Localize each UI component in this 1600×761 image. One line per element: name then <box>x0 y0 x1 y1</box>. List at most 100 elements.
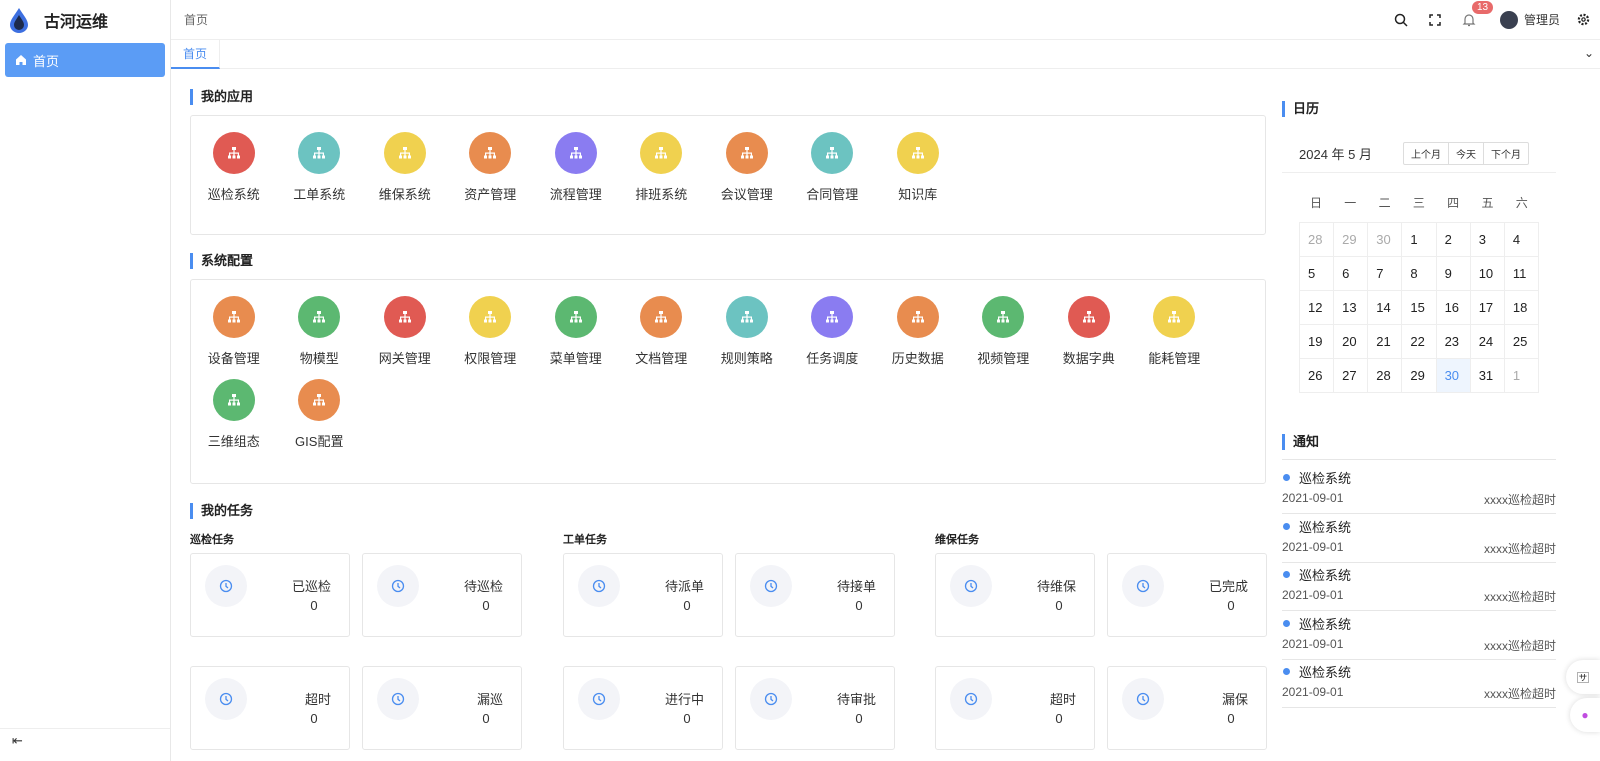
notification-bell-icon[interactable]: 13 <box>1452 0 1494 27</box>
prev-month-button[interactable]: 上个月 <box>1404 143 1449 164</box>
today-button[interactable]: 今天 <box>1449 143 1484 164</box>
calendar-day[interactable]: 1 <box>1504 359 1539 393</box>
task-card[interactable]: 待巡检 0 <box>362 553 522 637</box>
app-item[interactable]: 设备管理 <box>191 296 277 367</box>
chevron-down-icon[interactable]: ⌄ <box>1583 46 1594 60</box>
notice-dot-icon <box>1283 619 1290 627</box>
calendar-day[interactable]: 20 <box>1334 325 1369 359</box>
calendar-day[interactable]: 8 <box>1402 257 1437 291</box>
notice-item[interactable]: 巡检系统 2021-09-01 xxxx巡检超时 <box>1282 515 1556 563</box>
ai-brain-icon[interactable]: ● <box>1570 698 1600 732</box>
calendar-day[interactable]: 17 <box>1470 291 1505 325</box>
task-card[interactable]: 漏保 0 <box>1107 666 1267 750</box>
notice-dot-icon <box>1283 474 1290 481</box>
calendar-day[interactable]: 30 <box>1368 223 1403 257</box>
task-label: 超时 <box>1049 692 1076 707</box>
user-name[interactable]: 管理员 <box>1523 13 1560 27</box>
next-month-button[interactable]: 下个月 <box>1491 150 1521 161</box>
notice-item[interactable]: 巡检系统 2021-09-01 xxxx巡检超时 <box>1282 660 1556 708</box>
app-item[interactable]: 资产管理 <box>448 132 534 203</box>
notice-item[interactable]: 巡检系统 2021-09-01 xxxx巡检超时 <box>1282 466 1556 514</box>
app-item[interactable]: 维保系统 <box>362 132 448 203</box>
app-item[interactable]: 能耗管理 <box>1132 296 1218 367</box>
calendar-day[interactable]: 27 <box>1334 359 1369 393</box>
notice-title: 巡检系统 <box>1299 471 1352 486</box>
app-item[interactable]: 视频管理 <box>961 296 1047 367</box>
avatar[interactable] <box>1499 10 1518 29</box>
calendar-day[interactable]: 9 <box>1436 257 1471 291</box>
app-item[interactable]: 工单系统 <box>277 132 363 203</box>
settings-gear-icon[interactable] <box>1566 13 1600 26</box>
app-item[interactable]: 三维组态 <box>191 379 277 450</box>
task-card[interactable]: 已完成 0 <box>1107 553 1267 637</box>
calendar-day[interactable]: 23 <box>1436 325 1471 359</box>
calendar-day[interactable]: 24 <box>1470 325 1505 359</box>
app-item[interactable]: 流程管理 <box>533 132 619 203</box>
calendar-day[interactable]: 16 <box>1436 291 1471 325</box>
calendar-day[interactable]: 14 <box>1368 291 1403 325</box>
calendar-day[interactable]: 7 <box>1368 257 1403 291</box>
calendar-day[interactable]: 3 <box>1470 223 1505 257</box>
collapse-sidebar-icon[interactable]: ⇤ <box>12 733 23 748</box>
task-card[interactable]: 待派单 0 <box>563 553 723 637</box>
task-card[interactable]: 漏巡 0 <box>362 666 522 750</box>
calendar-day[interactable]: 13 <box>1334 291 1369 325</box>
search-icon[interactable] <box>1384 13 1418 27</box>
calendar-day[interactable]: 6 <box>1334 257 1369 291</box>
task-card[interactable]: 待审批 0 <box>735 666 895 750</box>
calendar-day[interactable]: 29 <box>1334 223 1369 257</box>
task-card[interactable]: 超时 0 <box>190 666 350 750</box>
calendar-day[interactable]: 5 <box>1300 257 1335 291</box>
app-label: 历史数据 <box>891 351 944 366</box>
task-card[interactable]: 已巡检 0 <box>190 553 350 637</box>
task-card[interactable]: 待维保 0 <box>935 553 1095 637</box>
app-item[interactable]: 菜单管理 <box>533 296 619 367</box>
calendar-day[interactable]: 15 <box>1402 291 1437 325</box>
calendar-day[interactable]: 28 <box>1300 223 1335 257</box>
app-item[interactable]: 合同管理 <box>790 132 876 203</box>
app-item[interactable]: GIS配置 <box>277 379 363 450</box>
app-item[interactable]: 排班系统 <box>619 132 705 203</box>
app-item[interactable]: 知识库 <box>875 132 961 203</box>
app-item[interactable]: 物模型 <box>277 296 363 367</box>
app-item[interactable]: 网关管理 <box>362 296 448 367</box>
fullscreen-icon[interactable] <box>1418 13 1452 26</box>
app-item[interactable]: 历史数据 <box>875 296 961 367</box>
notice-item[interactable]: 巡检系统 2021-09-01 xxxx巡检超时 <box>1282 612 1556 660</box>
sidebar-item-home[interactable]: 首页 <box>5 43 165 77</box>
app-item[interactable]: 会议管理 <box>704 132 790 203</box>
calendar-day[interactable]: 4 <box>1504 223 1539 257</box>
task-card[interactable]: 待接单 0 <box>735 553 895 637</box>
calendar-day[interactable]: 19 <box>1300 325 1335 359</box>
calendar-day[interactable]: 11 <box>1504 257 1539 291</box>
calendar-day[interactable]: 21 <box>1368 325 1403 359</box>
task-card[interactable]: 进行中 0 <box>563 666 723 750</box>
calendar-day[interactable]: 18 <box>1504 291 1539 325</box>
translate-icon[interactable]: 🈂 <box>1566 660 1600 694</box>
calendar-day[interactable]: 28 <box>1368 359 1403 393</box>
calendar-day[interactable]: 30 <box>1436 359 1471 393</box>
tab-home[interactable]: 首页 <box>171 40 220 69</box>
calendar-day[interactable]: 26 <box>1300 359 1335 393</box>
notice-item[interactable]: 巡检系统 2021-09-01 xxxx巡检超时 <box>1282 563 1556 611</box>
app-label: 物模型 <box>299 351 339 366</box>
app-item[interactable]: 权限管理 <box>448 296 534 367</box>
calendar-day[interactable]: 12 <box>1300 291 1335 325</box>
calendar-day[interactable]: 31 <box>1470 359 1505 393</box>
app-label: 规则策略 <box>720 351 773 366</box>
app-item[interactable]: 巡检系统 <box>191 132 277 203</box>
app-item[interactable]: 数据字典 <box>1046 296 1132 367</box>
app-icon <box>725 132 768 174</box>
task-card[interactable]: 超时 0 <box>935 666 1095 750</box>
calendar-day[interactable]: 29 <box>1402 359 1437 393</box>
calendar-grid: 28 29 30 1 2 3 4 5 6 7 8 9 10 11 12 13 14 15 16 17 18 19 20 21 2… <box>1299 222 1539 393</box>
app-label: 数据字典 <box>1062 351 1115 366</box>
calendar-day[interactable]: 10 <box>1470 257 1505 291</box>
app-item[interactable]: 规则策略 <box>704 296 790 367</box>
app-item[interactable]: 文档管理 <box>619 296 705 367</box>
calendar-day[interactable]: 1 <box>1402 223 1437 257</box>
app-item[interactable]: 任务调度 <box>790 296 876 367</box>
calendar-day[interactable]: 22 <box>1402 325 1437 359</box>
calendar-day[interactable]: 25 <box>1504 325 1539 359</box>
calendar-day[interactable]: 2 <box>1436 223 1471 257</box>
